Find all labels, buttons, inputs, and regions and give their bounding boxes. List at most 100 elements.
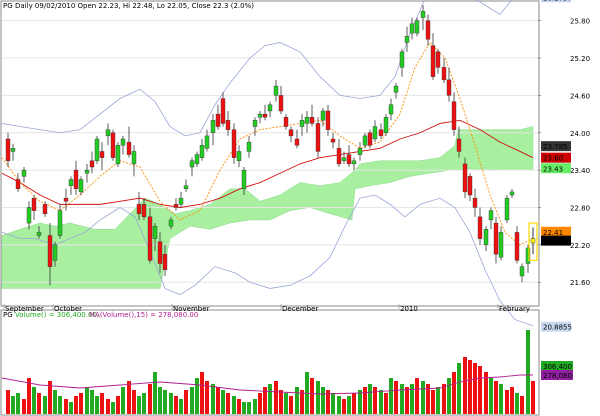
candle-21 (115, 142, 121, 168)
candle-86 (456, 126, 462, 158)
candle-body (315, 123, 321, 152)
candle-body (21, 169, 27, 177)
candle-body (435, 51, 441, 68)
candle-body (351, 160, 357, 165)
candle-9 (52, 241, 58, 267)
volume-bar-47 (253, 399, 257, 414)
price-tag-bg (541, 152, 571, 163)
candle-body (57, 210, 63, 236)
candle-63 (336, 138, 342, 168)
price-tag-bg (541, 235, 571, 246)
y-tick-label: 22.80 (570, 204, 590, 212)
volume-bar-54 (289, 396, 293, 414)
price-tag-label: 26.1757 (543, 0, 572, 2)
candle-7 (42, 201, 48, 217)
candle-body (115, 145, 121, 165)
volume-bar-98 (520, 396, 524, 414)
volume-bar-38 (205, 381, 209, 414)
candle-body (26, 207, 32, 224)
candle-89 (472, 188, 478, 217)
volume-bar-17 (95, 396, 99, 414)
volume-bar-49 (263, 387, 267, 414)
candle-53 (283, 114, 289, 130)
volume-bar-77 (410, 384, 414, 414)
candle-body (372, 126, 378, 140)
candle-87 (462, 157, 468, 199)
upper-band-line (1, 0, 513, 137)
volume-bar-64 (342, 399, 346, 414)
volume-bar-1 (11, 396, 15, 414)
candle-body (498, 232, 504, 258)
candle-body (178, 197, 184, 205)
candle-body (42, 204, 48, 214)
candle-body (425, 20, 431, 40)
volume-bar-88 (468, 360, 472, 414)
candle-15 (84, 163, 90, 183)
volume-bar-21 (116, 396, 120, 414)
candle-body (162, 253, 168, 270)
volume-bar-70 (373, 387, 377, 414)
volume-tag-1: 278,080 (541, 370, 573, 380)
candle-36 (194, 151, 200, 168)
volume-header-symbol: PG (3, 311, 13, 319)
volume-bar-30 (163, 390, 167, 414)
candle-body (399, 51, 405, 68)
candle-body (173, 204, 179, 208)
volume-bar-51 (274, 381, 278, 414)
candle-body (456, 138, 462, 152)
candle-88 (467, 173, 473, 202)
volume-bar-35 (190, 387, 194, 414)
volume-tag-bg (541, 361, 573, 371)
volume-bar-85 (452, 372, 456, 414)
candle-body (388, 104, 394, 115)
candle-81 (430, 33, 436, 80)
volume-bar-66 (352, 393, 356, 414)
candle-64 (341, 151, 347, 164)
candle-45 (241, 167, 247, 196)
candle-17 (94, 135, 100, 164)
volume-bar-72 (384, 393, 388, 414)
candle-14 (78, 176, 84, 196)
y-tick-label: 24.00 (570, 130, 590, 138)
volume-tag-label: 306,400 (543, 363, 572, 371)
candle-25 (136, 191, 142, 220)
candle-90 (477, 207, 483, 245)
volume-bar-84 (447, 378, 451, 414)
candle-1 (10, 143, 16, 161)
candle-37 (199, 138, 205, 161)
volume-bar-42 (226, 393, 230, 414)
candle-body (420, 11, 426, 18)
volume-bar-89 (473, 363, 477, 414)
candle-77 (409, 17, 415, 40)
candle-31 (168, 216, 174, 230)
volume-bar-71 (379, 390, 383, 414)
x-tick-label: November (173, 305, 210, 313)
candle-26 (141, 198, 147, 220)
volume-bar-19 (106, 399, 110, 414)
candle-body (236, 151, 242, 161)
candle-body (257, 113, 263, 118)
candle-75 (399, 48, 405, 77)
candle-body (194, 154, 200, 165)
candle-body (225, 120, 231, 130)
volume-bar-82 (436, 387, 440, 414)
volume-bar-56 (300, 390, 304, 414)
volume-bar-37 (200, 372, 204, 414)
volume-bar-90 (478, 366, 482, 414)
candle-55 (294, 129, 300, 149)
candle-78 (414, 17, 420, 37)
candle-82 (435, 48, 441, 74)
candle-13 (73, 160, 79, 196)
candle-body (246, 141, 252, 152)
volume-bar-39 (211, 384, 215, 414)
x-tick-label: December (282, 305, 318, 313)
candle-69 (367, 129, 373, 149)
candle-100 (530, 227, 536, 255)
candle-66 (351, 157, 357, 171)
candle-body (110, 132, 116, 158)
candle-body (278, 95, 284, 112)
price-tag-bg (541, 0, 571, 3)
candle-70 (372, 120, 378, 143)
candle-body (283, 116, 289, 127)
volume-bar-6 (37, 393, 41, 414)
